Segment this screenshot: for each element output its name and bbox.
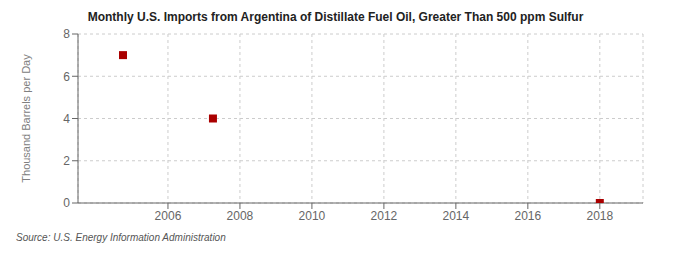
svg-text:2010: 2010 xyxy=(299,209,326,223)
svg-text:2: 2 xyxy=(63,154,70,168)
svg-text:8: 8 xyxy=(63,27,70,41)
svg-text:6: 6 xyxy=(63,70,70,84)
svg-text:2018: 2018 xyxy=(586,209,613,223)
svg-text:0: 0 xyxy=(63,196,70,210)
html-text:Monthly U.S. Imports from Arge: Monthly U.S. Imports from Argentina of D… xyxy=(87,10,584,24)
svg-text:2014: 2014 xyxy=(443,209,470,223)
svg-text:2008: 2008 xyxy=(227,209,254,223)
svg-text:4: 4 xyxy=(63,112,70,126)
svg-text:2012: 2012 xyxy=(371,209,398,223)
svg-text:2006: 2006 xyxy=(155,209,182,223)
html-text:Source: U.S. Energy Informatio: Source: U.S. Energy Information Administ… xyxy=(16,232,226,243)
svg-text:Thousand Barrels per Day: Thousand Barrels per Day xyxy=(20,54,32,183)
svg-text:2016: 2016 xyxy=(514,209,541,223)
